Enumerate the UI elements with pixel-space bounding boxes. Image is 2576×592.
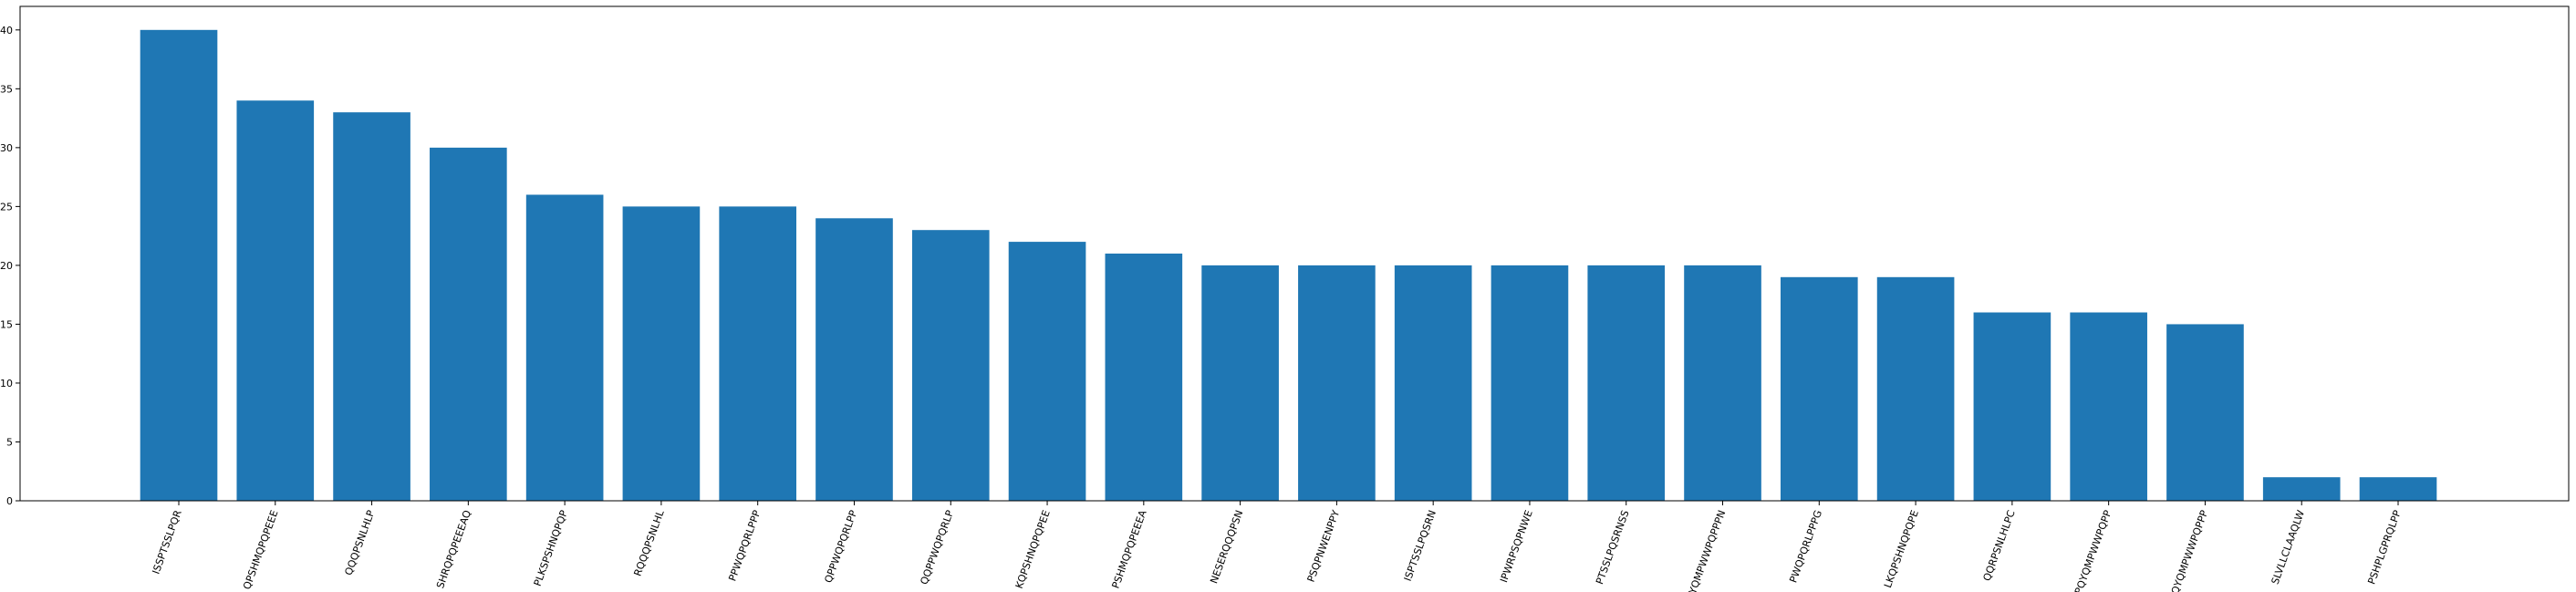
y-tick-label: 15 <box>0 318 13 330</box>
bar <box>1105 254 1183 501</box>
bar <box>1973 312 2051 501</box>
bar <box>911 230 990 501</box>
bar <box>140 29 218 502</box>
bar <box>719 206 797 501</box>
x-tick-label: QPPWQPQRLPP <box>822 508 859 585</box>
x-tick-label: ISPTSSLPQSRN <box>1402 509 1439 583</box>
bar <box>1684 265 1761 501</box>
x-tick-label: PPWQPQRLPPP <box>726 508 763 583</box>
bar <box>1008 242 1086 501</box>
x-tick-label: LKQPSHNQPQPE <box>1882 509 1921 590</box>
x-tick-label: YQMPWWPQPPPN <box>1687 509 1729 592</box>
x-tick-label: PSHMQPQPEEEA <box>1110 508 1149 590</box>
y-tick-label: 40 <box>0 25 13 36</box>
y-tick-label: 35 <box>0 83 13 95</box>
y-tick-label: 30 <box>0 142 13 154</box>
bar <box>525 194 604 502</box>
bar <box>2262 477 2341 501</box>
bar <box>1587 265 1666 501</box>
bar <box>1876 276 1955 501</box>
bar <box>2070 312 2147 501</box>
x-tick-label: PSQPNWENPPY <box>1305 508 1343 584</box>
x-tick-label: IPWRPSQPNWE <box>1498 509 1535 585</box>
x-tick-label: QQPPWQPQRLP <box>919 508 957 586</box>
bar <box>1491 265 1569 501</box>
y-tick-label: 25 <box>0 201 13 213</box>
bar <box>1780 276 1858 501</box>
x-tick-label: PQYQMPWWPQPP <box>2072 508 2114 592</box>
bar <box>815 218 893 502</box>
x-tick-label: PTSSLPQSRNSS <box>1594 509 1631 587</box>
x-tick-label: SHRQPQPEEEAQ <box>434 508 473 590</box>
bar <box>333 112 410 501</box>
x-tick-label: PWQPQRLPPPG <box>1787 509 1824 585</box>
y-tick-label: 5 <box>6 436 13 448</box>
plot-area: 0 5 10 15 20 25 30 35 40 ISSPTSSLPQR QPSHMQPQPEEE Q… <box>0 5 2570 592</box>
axes-frame <box>19 5 2570 502</box>
bar <box>1394 265 1472 501</box>
x-tick-label: SLVLLCLAAQLW <box>2270 508 2308 586</box>
x-tick-label: QYQMPWWPQPPP <box>2169 508 2211 592</box>
y-tick-label: 20 <box>0 260 13 272</box>
x-tick-label: ISSPTSSLPQR <box>150 508 184 576</box>
bar <box>622 206 701 501</box>
bar <box>430 147 507 502</box>
x-tick-label: NESERQQQPSN <box>1208 509 1245 586</box>
bar <box>2166 324 2244 501</box>
bar <box>1201 265 1279 501</box>
y-tick-label: 10 <box>0 378 13 389</box>
x-tick-label: QQQPSNLHLP <box>343 508 378 576</box>
x-tick-label: RQQQPSNLHL <box>632 508 668 578</box>
x-tick-label: QPSHMQPQPEEE <box>241 509 281 591</box>
bar <box>1298 265 1376 501</box>
y-tick-label: 0 <box>6 495 13 507</box>
bar <box>2359 477 2437 501</box>
x-tick-label: PSHPLGPRQLPP <box>2365 508 2404 586</box>
bar <box>236 100 315 502</box>
x-tick-label: KQPSHNQPQPEE <box>1013 509 1053 591</box>
x-tick-label: QQRPSNLHLPC <box>1981 508 2018 582</box>
x-tick-label: PLKSPSHNQPQP <box>532 508 570 587</box>
